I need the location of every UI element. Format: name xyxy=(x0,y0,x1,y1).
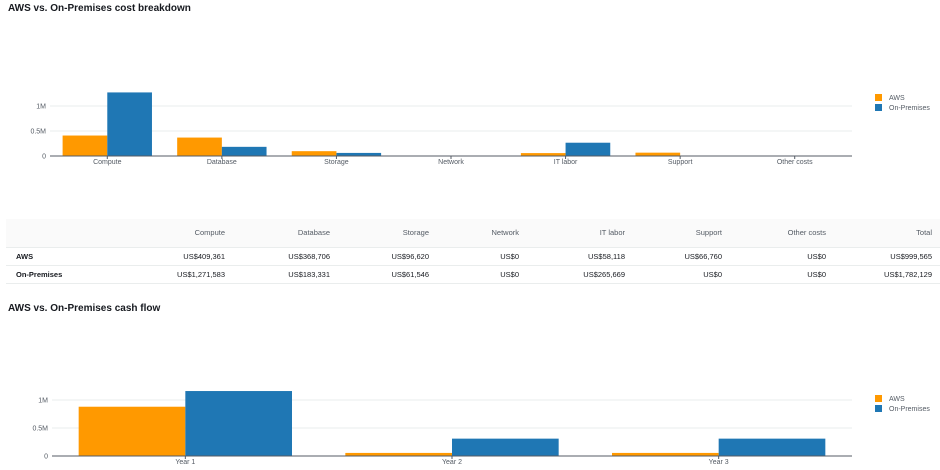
table-row-label: AWS xyxy=(6,247,146,266)
table-header-cell: Total xyxy=(834,219,940,248)
y-tick-label: 1M xyxy=(36,104,46,111)
bar-on-premises xyxy=(185,391,292,456)
table-cell: US$409,361 xyxy=(146,247,233,266)
legend-swatch xyxy=(875,104,882,111)
bar-aws xyxy=(177,137,222,156)
x-tick-label: Other costs xyxy=(777,159,813,166)
bar-on-premises xyxy=(452,438,559,456)
table-header-cell: Network xyxy=(437,219,527,248)
legend-label: AWS xyxy=(889,396,905,403)
table-header-row: Compute Database Storage Network IT labo… xyxy=(6,219,940,248)
table-row-label: On-Premises xyxy=(6,265,146,284)
y-tick-label: 0.5M xyxy=(32,426,48,433)
table-cell: US$61,546 xyxy=(338,265,437,284)
table-cell: US$183,331 xyxy=(233,265,338,284)
table-cell: US$0 xyxy=(730,247,834,266)
legend-label: AWS xyxy=(889,95,905,102)
table-cell: US$368,706 xyxy=(233,247,338,266)
table-header-cell: Storage xyxy=(338,219,437,248)
bar-on-premises xyxy=(718,438,826,456)
table-cell: US$0 xyxy=(437,247,527,266)
x-tick-label: Database xyxy=(207,159,237,166)
y-tick-label: 0.5M xyxy=(30,129,46,136)
table-header-empty xyxy=(6,219,146,248)
bar-aws xyxy=(612,452,719,456)
cash-flow-title: AWS vs. On-Premises cash flow xyxy=(8,303,161,314)
y-tick-label: 1M xyxy=(38,398,48,405)
x-tick-label: Year 2 xyxy=(442,459,462,466)
bar-aws xyxy=(78,406,186,456)
legend-swatch xyxy=(875,405,882,412)
table-header-cell: Other costs xyxy=(730,219,834,248)
cost-breakdown-chart: 0 0.5M 1M Compute Database Storage Network IT l… xyxy=(30,92,930,166)
y-tick-label: 0 xyxy=(42,154,46,161)
x-tick-label: Support xyxy=(668,159,693,166)
table-header-cell: IT labor xyxy=(527,219,633,248)
x-tick-label: IT labor xyxy=(554,159,578,166)
bar-on-premises xyxy=(336,152,382,156)
table-cell: US$0 xyxy=(730,265,834,284)
table-header-cell: Compute xyxy=(146,219,233,248)
bar-on-premises xyxy=(107,92,152,156)
x-tick-label: Year 1 xyxy=(175,459,195,466)
table-cell: US$58,118 xyxy=(527,247,633,266)
table-cell: US$265,669 xyxy=(527,265,633,284)
bar-aws xyxy=(62,135,108,156)
table-cell: US$1,782,129 xyxy=(834,265,940,284)
legend-label: On-Premises xyxy=(889,105,930,112)
table-row: On-Premises US$1,271,583 US$183,331 US$6… xyxy=(6,265,940,284)
x-tick-label: Network xyxy=(438,159,464,166)
table-cell: US$96,620 xyxy=(338,247,437,266)
cost-breakdown-table: Compute Database Storage Network IT labo… xyxy=(6,219,940,284)
bar-on-premises xyxy=(565,142,611,156)
y-tick-label: 0 xyxy=(44,454,48,461)
table-cell: US$0 xyxy=(633,265,730,284)
bar-aws xyxy=(345,452,452,456)
legend-swatch xyxy=(875,395,882,402)
cost-breakdown-title: AWS vs. On-Premises cost breakdown xyxy=(8,3,191,14)
bar-aws xyxy=(635,152,681,156)
legend-swatch xyxy=(875,94,882,101)
x-tick-label: Compute xyxy=(93,159,122,166)
table-cell: US$0 xyxy=(437,265,527,284)
table-header-cell: Support xyxy=(633,219,730,248)
table-cell: US$999,565 xyxy=(834,247,940,266)
x-tick-label: Year 3 xyxy=(709,459,729,466)
table-cell: US$66,760 xyxy=(633,247,730,266)
legend-label: On-Premises xyxy=(889,406,930,413)
table-cell: US$1,271,583 xyxy=(146,265,233,284)
table-header-cell: Database xyxy=(233,219,338,248)
bar-aws xyxy=(291,151,337,156)
table-row: AWS US$409,361 US$368,706 US$96,620 US$0… xyxy=(6,247,940,266)
x-tick-label: Storage xyxy=(324,159,349,166)
bar-aws xyxy=(520,153,566,156)
bar-on-premises xyxy=(221,146,267,156)
